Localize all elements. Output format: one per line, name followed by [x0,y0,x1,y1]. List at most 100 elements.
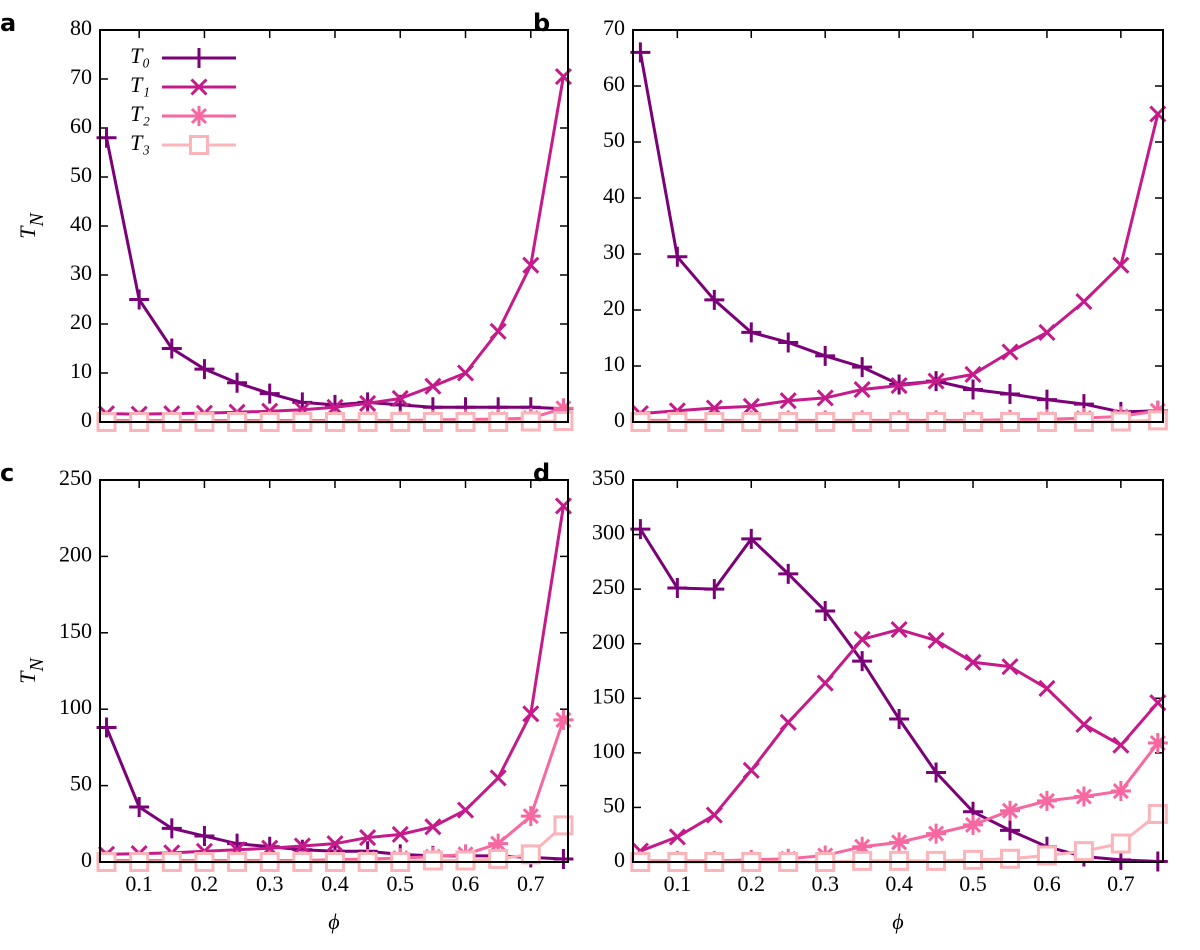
x-tick-label: 0.3 [811,871,839,896]
data-point [742,761,760,779]
data-point [391,389,409,408]
data-point [963,814,984,835]
data-point [520,844,541,865]
y-tick-label: 30 [603,239,625,264]
y-tick-label: 350 [592,465,625,490]
data-point [964,653,982,671]
data-point [129,289,150,310]
y-axis-label: TN [15,657,48,684]
x-tick-label: 0.1 [125,871,153,896]
x-tick-label: 0.4 [885,871,913,896]
y-axis-label-main: T [15,225,40,239]
data-point [926,762,947,783]
data-point [1073,841,1094,862]
data-point [129,796,150,817]
y-tick-label: 30 [70,260,92,285]
y-tick-label: 300 [592,520,625,545]
plot-frame [99,29,569,423]
legend-label: T₀ [130,43,150,68]
data-point [488,833,509,854]
data-point [999,384,1020,404]
y-tick-label: 40 [70,211,92,236]
data-point [161,338,182,359]
data-point [326,835,344,853]
data-point [1147,733,1168,754]
x-tick-label: 0.1 [664,871,692,896]
x-tick-label: 0.7 [1107,871,1135,896]
y-tick-label: 150 [592,683,625,708]
data-point [194,826,215,847]
y-tick-label: 70 [603,15,625,40]
data-point [1001,658,1019,676]
y-axis-label: TN [15,212,48,239]
x-tick-label: 0.5 [959,871,987,896]
data-point [889,709,910,730]
data-point [705,806,723,824]
data-point [1112,736,1130,754]
data-point [194,359,215,380]
x-tick-label: 0.3 [256,871,284,896]
data-point [455,850,476,871]
series-line [638,52,1158,414]
y-tick-label: 0 [81,847,92,872]
data-point [852,651,873,672]
y-tick-label: 60 [603,71,625,96]
panel-label: c [0,459,14,487]
y-tick-label: 50 [70,162,92,187]
y-tick-label: 10 [603,351,625,376]
y-tick-label: 0 [614,847,625,872]
panel: a 0 10 20 30 40 50 60 70 80 TN T₀ T₁ T₂ T₃ [0,9,574,432]
plot-frame [99,479,569,863]
data-point [889,850,910,871]
data-point [816,674,834,692]
data-point [161,818,182,839]
data-point [553,398,574,419]
data-point [779,713,797,731]
data-point [852,836,873,857]
legend-label: T₃ [130,130,150,155]
data-point [520,806,541,827]
data-point [741,322,762,343]
y-tick-label: 80 [70,15,92,40]
panel: d 0 50 100 150 200 250 300 350 0.1 0.2 0.3 0.4 0.5 0.6… [533,459,1168,934]
data-point [779,392,797,410]
y-tick-label: 60 [70,113,92,138]
data-point [999,800,1020,821]
data-point [890,620,908,639]
data-point [853,630,871,648]
data-point [815,600,836,621]
data-point [999,820,1020,841]
data-point [1075,715,1093,734]
x-axis-label: ϕ [892,909,903,934]
series-line [640,113,1160,416]
data-point [778,563,799,584]
data-point [852,850,873,871]
x-axis-label: ϕ [328,909,339,934]
y-tick-label: 40 [603,183,625,208]
series-line [106,505,565,856]
y-tick-label: 0 [81,407,92,432]
data-point [1073,786,1094,807]
data-point [667,578,688,599]
y-tick-label: 50 [603,792,625,817]
x-tick-label: 0.2 [738,871,766,896]
legend-marker [189,48,209,68]
y-tick-label: 100 [592,738,625,763]
data-point [1001,343,1019,361]
y-tick-label: 100 [59,694,92,719]
y-tick-label: 50 [603,127,625,152]
data-point [964,365,982,383]
y-tick-label: 250 [592,574,625,599]
y-axis-label-sub: N [26,212,48,228]
plot-frame [632,29,1164,423]
data-point [963,379,984,400]
data-point [522,256,540,274]
data-point [853,380,871,399]
y-tick-label: 250 [59,465,92,490]
data-point [1110,781,1131,802]
data-point [259,383,280,404]
data-point [816,389,834,407]
y-tick-label: 70 [70,64,92,89]
y-tick-label: 10 [70,358,92,383]
